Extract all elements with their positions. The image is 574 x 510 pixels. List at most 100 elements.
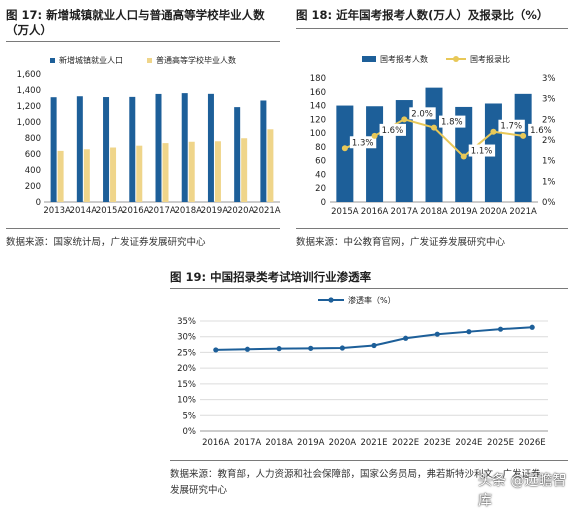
fig17-legend-graduates: 普通高等学校毕业人数: [156, 55, 236, 65]
fig19-y-tick: 20%: [177, 364, 196, 374]
fig18-y2-tick: 2%: [542, 136, 556, 146]
fig17-bar-graduates: [188, 141, 195, 202]
fig18-y2-tick: 3%: [542, 95, 556, 105]
fig18-ratio-point: [371, 132, 378, 139]
fig18-y-tick: 160: [310, 88, 326, 98]
fig17-bar-graduates: [267, 129, 274, 202]
fig19-penetration-point: [403, 335, 409, 341]
fig18-ratio-label-bg: [379, 123, 406, 136]
fig19-y-tick: 5%: [183, 411, 197, 421]
fig19-top-rule: [170, 288, 568, 289]
fig18-ratio-label-bg: [468, 144, 496, 157]
fig17-bar-graduates: [241, 138, 248, 202]
fig19-y-tick: 0%: [183, 427, 197, 437]
watermark: 头条 @远瞻智库: [478, 473, 567, 509]
fig19-x-tick: 2022E: [392, 438, 419, 448]
fig17-bar-graduates: [136, 145, 143, 202]
fig19-source-line1: 数据来源：教育部，人力资源和社会保障部，国家公务员局，弗若斯特沙利文，广发证券: [170, 469, 541, 480]
fig19-y-tick: 10%: [177, 396, 196, 406]
fig18-title-text: 近年国考报考人数(万人）及报录比（%）: [336, 8, 549, 22]
fig18-x-tick: 2021A: [509, 207, 537, 217]
fig18-legend-ratio: 国考报录比: [470, 54, 510, 64]
fig17-bar-graduates: [57, 150, 64, 202]
fig18-ratio-point: [401, 116, 408, 123]
fig19-title: 图 19: 中国招录类考试培训行业渗透率: [170, 270, 470, 285]
fig18-ratio-label: 2.0%: [411, 109, 433, 119]
fig18-ratio-label-bg: [528, 123, 555, 136]
fig17-bar-employment: [155, 93, 162, 202]
fig18-legend-applicants: 国考报考人数: [380, 54, 428, 64]
fig19-penetration-point: [497, 326, 504, 332]
fig17-title-text: 新增城镇就业人口与普通高等学校毕业人数: [46, 8, 265, 22]
fig18-ratio-label: 1.7%: [500, 122, 522, 132]
fig17-bar-employment: [103, 97, 110, 202]
fig19-x-tick: 2025E: [487, 438, 514, 448]
fig18-legend-marker-ratio: [453, 56, 459, 62]
fig17-x-tick: 2013A: [43, 206, 71, 216]
fig19-x-tick: 2019A: [297, 438, 325, 448]
fig19-penetration-point: [308, 345, 314, 351]
fig17-label: 图 17:: [6, 8, 43, 22]
fig18-y2-tick: 3%: [542, 74, 556, 84]
fig18-x-tick: 2018A: [420, 207, 448, 217]
fig18-ratio-label: 1.1%: [471, 147, 493, 157]
fig17-bar-graduates: [214, 141, 221, 202]
fig17-x-tick: 2015A: [96, 206, 124, 216]
fig18-x-tick: 2015A: [331, 207, 359, 217]
fig17-x-tick: 2017A: [148, 206, 176, 216]
fig18-ratio-point: [520, 132, 527, 139]
fig17-bar-graduates: [83, 149, 90, 202]
fig19-x-tick: 2017A: [234, 438, 262, 448]
fig19-penetration-point: [244, 346, 251, 352]
fig17-y-tick: 600: [25, 150, 41, 160]
fig18-ratio-label-bg: [409, 107, 436, 120]
fig18-y-tick: 0: [321, 198, 326, 208]
fig18-x-tick: 2017A: [391, 207, 419, 217]
fig19-x-tick: 2016A: [202, 438, 230, 448]
fig19-legend-marker: [328, 297, 334, 303]
fig19-x-tick: 2020A: [329, 438, 357, 448]
fig18-y2-tick: 2%: [542, 115, 556, 125]
fig18-y2-tick: 1%: [542, 177, 556, 187]
fig18-top-rule: [296, 28, 568, 29]
fig17-bar-graduates: [162, 143, 169, 202]
fig18-legend-swatch-applicants: [362, 56, 376, 62]
fig17-y-tick: 800: [25, 134, 41, 144]
fig17-y-tick: 200: [25, 182, 41, 192]
fig17-y-tick: 400: [25, 166, 41, 176]
fig17-y-tick: 1,000: [17, 118, 41, 128]
fig17-legend-swatch-graduates: [147, 58, 152, 63]
fig18-ratio-point: [460, 153, 467, 160]
fig17-source: 数据来源：国家统计局，广发证券发展研究中心: [6, 237, 206, 248]
fig17-title: 图 17: 新增城镇就业人口与普通高等学校毕业人数 （万人）: [6, 8, 271, 38]
fig19-label: 图 19:: [170, 270, 207, 284]
fig17-x-tick: 2018A: [174, 206, 202, 216]
fig19-x-tick: 2021E: [360, 438, 387, 448]
fig18-source: 数据来源：中公教育官网，广发证券发展研究中心: [296, 237, 506, 248]
fig17-bar-employment: [207, 93, 214, 202]
fig17-x-tick: 2019A: [201, 206, 229, 216]
fig18-bar-applicants: [366, 106, 384, 202]
fig18-y2-tick: 1%: [542, 157, 556, 167]
fig17-bar-employment: [76, 96, 83, 202]
fig19-source-line2: 发展研究中心: [170, 485, 228, 496]
fig18-ratio-label: 1.3%: [352, 138, 374, 148]
fig18-ratio-label: 1.8%: [441, 118, 463, 128]
fig17-legend-employment: 新增城镇就业人口: [59, 55, 123, 65]
fig17-y-tick: 1,600: [17, 70, 41, 80]
fig17-top-rule: [6, 41, 280, 42]
fig19-y-tick: 15%: [177, 380, 196, 390]
fig17-bar-employment: [234, 107, 241, 202]
fig17-bar-employment: [181, 93, 188, 202]
fig18-x-tick: 2019A: [450, 207, 478, 217]
fig17-bar-graduates: [110, 147, 117, 202]
fig19-penetration-point: [276, 346, 282, 352]
fig18-y-tick: 180: [310, 74, 326, 84]
fig18-x-tick: 2016A: [361, 207, 389, 217]
fig18-ratio-label-bg: [349, 136, 377, 149]
fig18-y-tick: 20: [315, 184, 326, 194]
fig19-x-tick: 2018A: [265, 438, 293, 448]
fig17-x-tick: 2016A: [122, 206, 150, 216]
